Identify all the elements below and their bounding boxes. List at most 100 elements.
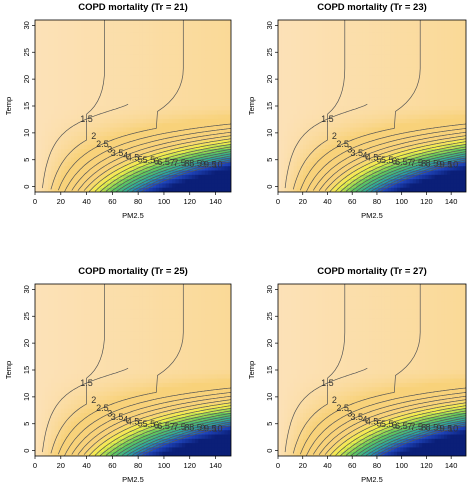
heat-cell bbox=[453, 45, 458, 51]
heat-cell bbox=[459, 50, 464, 55]
heat-cell bbox=[343, 179, 348, 184]
heat-cell bbox=[325, 149, 329, 154]
heat-cell bbox=[204, 114, 209, 120]
heat-cell bbox=[100, 174, 105, 180]
heat-cell bbox=[191, 75, 196, 81]
heat-cell bbox=[419, 110, 423, 116]
heat-cell bbox=[217, 80, 222, 86]
heat-cell bbox=[447, 71, 451, 77]
heat-cell bbox=[431, 110, 436, 116]
heat-cell bbox=[61, 80, 65, 86]
heat-cell bbox=[397, 118, 401, 124]
heat-cell bbox=[440, 153, 445, 159]
heat-cell bbox=[384, 24, 389, 30]
contour-line bbox=[318, 131, 466, 192]
heat-cell bbox=[182, 149, 186, 154]
heat-cell bbox=[152, 28, 157, 34]
heat-cell bbox=[133, 28, 137, 34]
heat-cell bbox=[133, 67, 137, 73]
heat-cell bbox=[415, 20, 420, 25]
heat-cell bbox=[129, 75, 134, 81]
heat-cell bbox=[290, 45, 295, 51]
heat-cell bbox=[412, 170, 417, 176]
y-tick-label: 15 bbox=[22, 102, 31, 110]
heat-cell bbox=[278, 84, 282, 90]
heat-cell bbox=[67, 140, 72, 146]
heat-cell bbox=[168, 50, 173, 55]
heat-cell bbox=[409, 170, 414, 176]
heat-cell bbox=[126, 88, 131, 94]
heat-cell bbox=[90, 153, 95, 159]
contour-line bbox=[110, 148, 231, 192]
heat-cell bbox=[309, 93, 314, 98]
heat-cell bbox=[444, 144, 448, 150]
heat-cell bbox=[90, 131, 95, 137]
heat-cell bbox=[340, 50, 345, 55]
heat-cell bbox=[346, 136, 351, 141]
heat-cell bbox=[353, 161, 357, 167]
heat-cell bbox=[185, 24, 190, 30]
heat-cell bbox=[315, 45, 320, 51]
heat-cell bbox=[321, 114, 326, 120]
heat-cell bbox=[93, 50, 98, 55]
heat-cell bbox=[93, 41, 98, 47]
heat-cell bbox=[362, 136, 367, 141]
heat-cell bbox=[198, 88, 203, 94]
heat-cell bbox=[182, 58, 186, 64]
heat-cell bbox=[340, 101, 345, 107]
heat-cell bbox=[57, 84, 62, 90]
x-tick-label: 40 bbox=[82, 197, 90, 206]
heat-cell bbox=[306, 110, 310, 116]
heat-cell bbox=[406, 101, 411, 107]
heat-cell bbox=[412, 183, 417, 189]
heat-cell bbox=[356, 75, 361, 81]
heat-cell bbox=[182, 88, 186, 94]
heat-cell bbox=[198, 149, 203, 154]
heat-cell bbox=[35, 88, 39, 94]
heat-cell bbox=[208, 80, 212, 86]
heat-cell bbox=[188, 20, 193, 25]
heat-cell bbox=[35, 434, 39, 440]
heat-cell bbox=[198, 161, 203, 167]
heat-cell bbox=[201, 84, 206, 90]
heat-cell bbox=[453, 106, 458, 111]
y-tick-label: 20 bbox=[265, 75, 274, 83]
heat-cell bbox=[38, 292, 43, 298]
heat-cell bbox=[103, 88, 108, 94]
heat-cell bbox=[406, 170, 411, 176]
heat-cell bbox=[155, 106, 160, 111]
heat-cell bbox=[74, 63, 79, 68]
heat-cell bbox=[431, 118, 436, 124]
heat-cell bbox=[44, 93, 49, 98]
heat-cell bbox=[41, 97, 46, 103]
heat-cell bbox=[142, 140, 147, 146]
heat-cell bbox=[406, 50, 411, 55]
heat-cell bbox=[48, 45, 52, 51]
heat-cell bbox=[41, 187, 46, 192]
heat-cell bbox=[350, 54, 354, 60]
heat-cell bbox=[41, 118, 46, 124]
heat-cell bbox=[353, 118, 357, 124]
heat-cell bbox=[129, 170, 134, 176]
heat-cell bbox=[462, 161, 466, 167]
contour-label: 5.5 bbox=[381, 155, 394, 165]
heat-cell bbox=[38, 84, 43, 90]
heat-cell bbox=[278, 106, 282, 111]
heat-cell bbox=[35, 322, 39, 328]
heat-cell bbox=[359, 93, 364, 98]
heat-cell bbox=[64, 140, 69, 146]
heat-cell bbox=[400, 45, 404, 51]
heat-cell bbox=[51, 161, 56, 167]
heat-cell bbox=[168, 28, 173, 34]
heat-cell bbox=[318, 153, 323, 159]
heat-cell bbox=[67, 114, 72, 120]
heat-cell bbox=[315, 114, 320, 120]
heat-cell bbox=[306, 166, 310, 172]
heat-cell bbox=[390, 97, 395, 103]
heat-cell bbox=[334, 28, 339, 34]
heat-cell bbox=[459, 166, 464, 172]
heat-cell bbox=[437, 45, 442, 51]
heat-cell bbox=[152, 97, 157, 103]
heat-cell bbox=[318, 149, 323, 154]
heat-cell bbox=[185, 67, 190, 73]
